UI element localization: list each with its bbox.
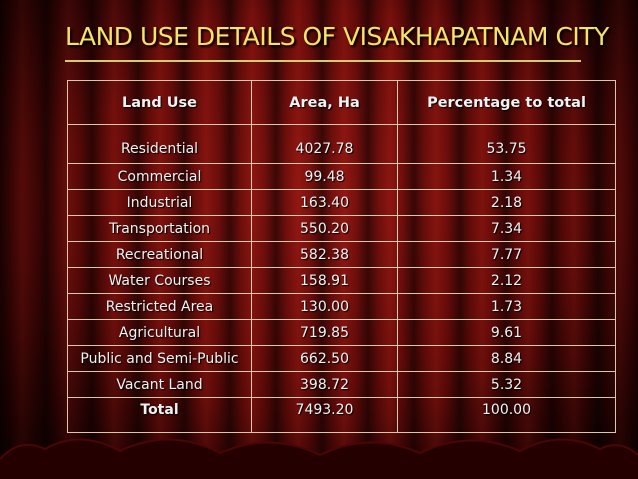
header-percentage: Percentage to total: [397, 80, 616, 125]
cell-area: 4027.78: [251, 124, 398, 164]
cell-land-use: Transportation: [67, 215, 252, 242]
table-row: Agricultural 719.85 9.61: [67, 319, 616, 346]
cell-percentage: 7.77: [397, 241, 616, 268]
slide-title: LAND USE DETAILS OF VISAKHAPATNAM CITY: [65, 22, 609, 51]
cell-land-use: Residential: [67, 124, 252, 164]
header-land-use: Land Use: [67, 80, 252, 125]
cell-percentage: 9.61: [397, 319, 616, 346]
cell-area: 158.91: [251, 267, 398, 294]
cell-area: 719.85: [251, 319, 398, 346]
cell-land-use: Restricted Area: [67, 293, 252, 320]
table-row: Restricted Area 130.00 1.73: [67, 293, 616, 320]
cell-land-use: Industrial: [67, 189, 252, 216]
cell-land-use: Recreational: [67, 241, 252, 268]
table-row: Water Courses 158.91 2.12: [67, 267, 616, 294]
cell-land-use: Vacant Land: [67, 371, 252, 398]
table-header-row: Land Use Area, Ha Percentage to total: [67, 80, 616, 125]
land-use-table: Land Use Area, Ha Percentage to total Re…: [67, 80, 616, 433]
title-underline: [65, 60, 581, 62]
cell-land-use: Agricultural: [67, 319, 252, 346]
cell-land-use: Public and Semi-Public: [67, 345, 252, 372]
table-row: Residential 4027.78 53.75: [67, 124, 616, 164]
cell-percentage: 1.34: [397, 163, 616, 190]
total-area: 7493.20: [251, 397, 398, 433]
cell-area: 662.50: [251, 345, 398, 372]
cell-area: 130.00: [251, 293, 398, 320]
header-area: Area, Ha: [251, 80, 398, 125]
table-row: Industrial 163.40 2.18: [67, 189, 616, 216]
total-label: Total: [67, 397, 252, 433]
table-row: Transportation 550.20 7.34: [67, 215, 616, 242]
cell-area: 398.72: [251, 371, 398, 398]
cell-percentage: 2.18: [397, 189, 616, 216]
cell-percentage: 7.34: [397, 215, 616, 242]
cell-percentage: 2.12: [397, 267, 616, 294]
table-row: Vacant Land 398.72 5.32: [67, 371, 616, 398]
cell-area: 163.40: [251, 189, 398, 216]
table-total-row: Total 7493.20 100.00: [67, 397, 616, 433]
cell-percentage: 5.32: [397, 371, 616, 398]
cell-percentage: 8.84: [397, 345, 616, 372]
cell-land-use: Water Courses: [67, 267, 252, 294]
cell-percentage: 53.75: [397, 124, 616, 164]
table-row: Commercial 99.48 1.34: [67, 163, 616, 190]
cell-percentage: 1.73: [397, 293, 616, 320]
total-percentage: 100.00: [397, 397, 616, 433]
cell-area: 582.38: [251, 241, 398, 268]
table-row: Public and Semi-Public 662.50 8.84: [67, 345, 616, 372]
cell-land-use: Commercial: [67, 163, 252, 190]
cell-area: 99.48: [251, 163, 398, 190]
table-row: Recreational 582.38 7.77: [67, 241, 616, 268]
cell-area: 550.20: [251, 215, 398, 242]
